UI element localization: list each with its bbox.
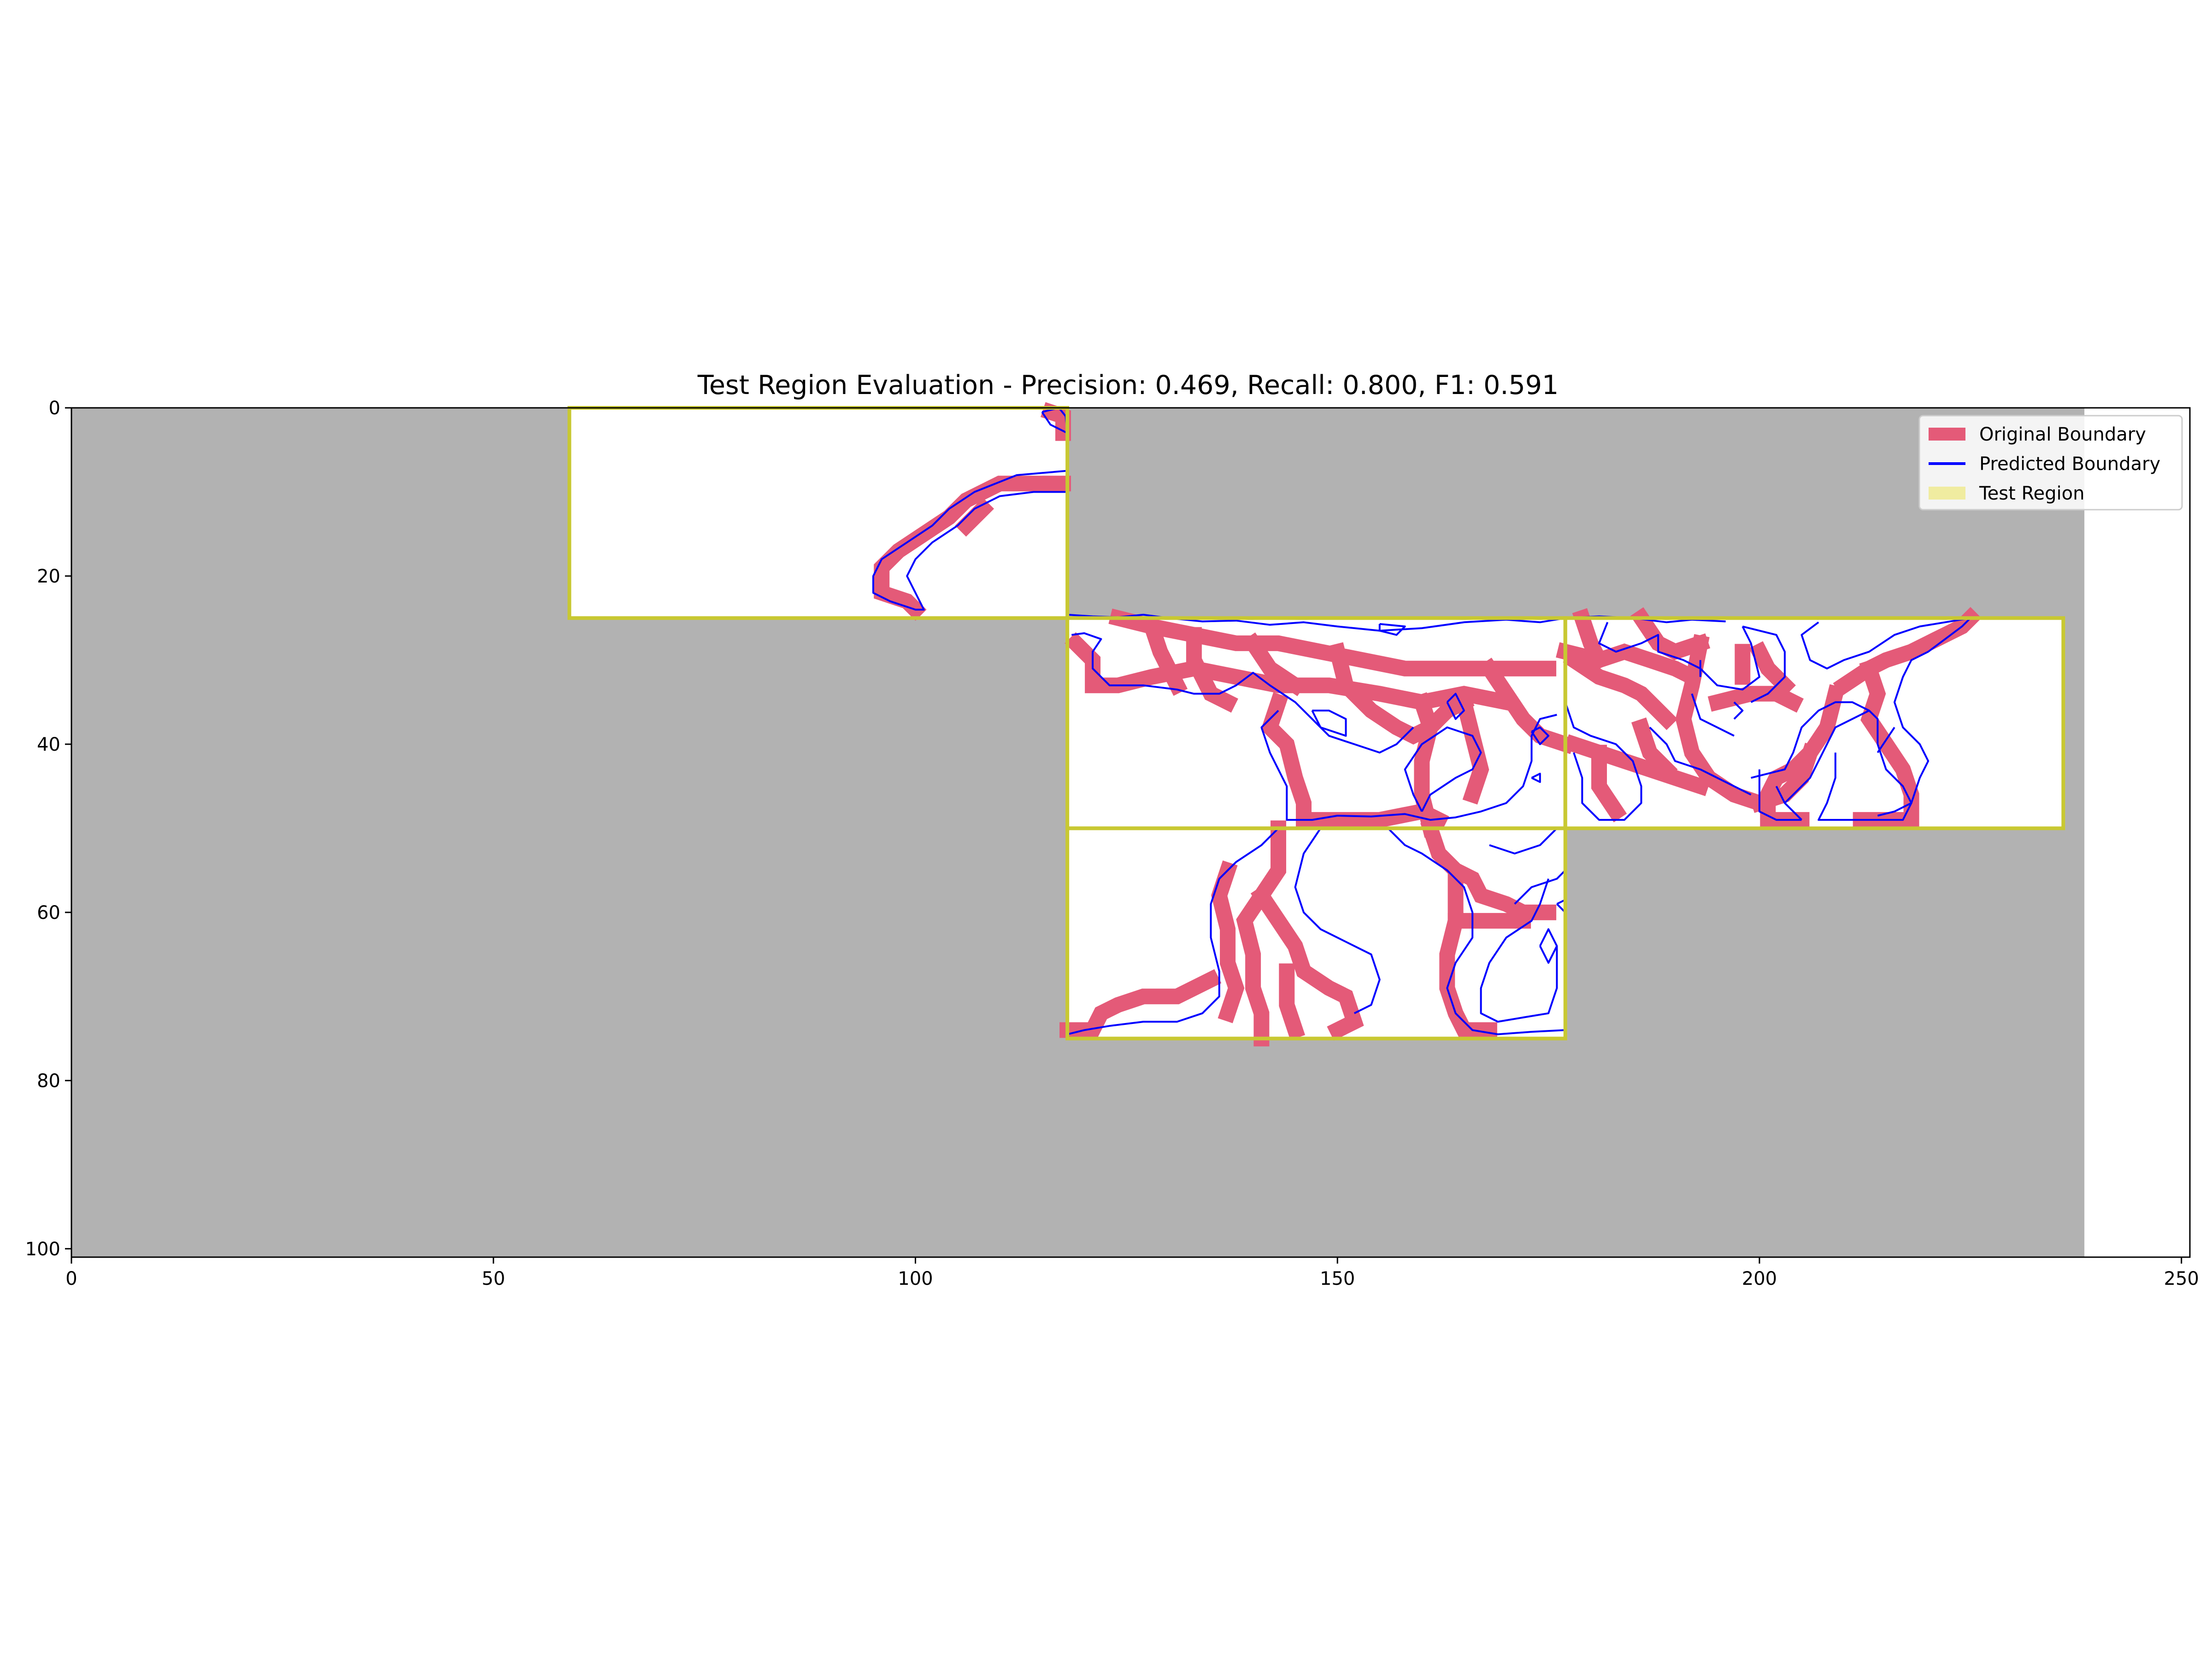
x-tick-label-50: 50: [482, 1268, 505, 1289]
x-tick-label-250: 250: [2164, 1268, 2199, 1289]
original-boundary-1: [1041, 402, 1071, 441]
test-region-outline-3: [1563, 616, 2065, 830]
predicted-boundary-7: [1294, 828, 1381, 1014]
test-region-fill-1: [569, 408, 1068, 618]
plot-area: [71, 402, 2085, 1257]
x-tick-label-200: 200: [1742, 1268, 1777, 1289]
original-boundary-21: [1059, 969, 1222, 1038]
predicted-boundary-11: [1514, 870, 1566, 905]
legend-swatch-1: [1929, 428, 1965, 441]
original-boundary-26: [1675, 634, 1770, 813]
original-boundary-23: [1563, 649, 1678, 730]
predicted-boundary-31: [1742, 625, 1786, 703]
predicted-boundary-30: [1775, 786, 1802, 821]
predicted-boundary-3: [1067, 613, 1566, 632]
original-boundary-8: [1242, 632, 1306, 696]
predicted-boundary-4: [1071, 632, 1414, 754]
original-boundary-34: [1631, 717, 1678, 781]
original-boundary-17: [1236, 820, 1286, 1047]
predicted-boundary-27: [1800, 617, 1971, 670]
predicted-boundary-8: [1387, 827, 1565, 1035]
legend: Original Boundary Predicted Boundary Test …: [1918, 415, 2183, 511]
original-boundary-9: [1261, 692, 1449, 830]
x-tick-label-150: 150: [1320, 1268, 1355, 1289]
test-region-outline-4: [1065, 826, 1567, 1041]
predicted-boundary-28: [1877, 617, 1971, 817]
y-tick-label-40: 40: [37, 734, 60, 755]
original-boundary-6: [1141, 616, 1188, 696]
predicted-boundary-2: [872, 470, 1066, 611]
original-boundary-5: [1108, 608, 1557, 677]
y-tick-label-60: 60: [37, 902, 60, 924]
predicted-boundary-24: [1691, 693, 1735, 737]
test-region-fill-4: [1067, 828, 1565, 1039]
x-tick-label-100: 100: [898, 1268, 933, 1289]
y-tick-label-100: 100: [25, 1239, 60, 1260]
legend-frame: [1918, 415, 2183, 511]
predicted-boundary-33: [1733, 701, 1744, 720]
original-boundary-19: [1250, 884, 1364, 1041]
original-boundary-33: [1591, 745, 1627, 823]
original-boundary-18: [1211, 860, 1245, 1024]
original-boundary-2: [874, 476, 1071, 621]
predicted-boundary-29: [1784, 710, 1870, 804]
original-boundary-14: [1420, 818, 1557, 920]
original-boundary-10: [1328, 642, 1475, 745]
original-boundary-24: [1572, 608, 1610, 671]
predicted-boundary-6: [1067, 827, 1279, 1035]
original-boundary-20: [1279, 963, 1306, 1040]
predicted-boundary-15: [1446, 693, 1465, 720]
predicted-boundary-23: [1649, 726, 1752, 796]
predicted-boundary-18: [1539, 928, 1558, 964]
legend-swatch-3: [1929, 487, 1965, 500]
y-tick-label-0: 0: [49, 398, 60, 419]
original-boundary-7: [1186, 627, 1238, 713]
chart-title: Test Region Evaluation - Precision: 0.46…: [697, 370, 1559, 400]
original-boundary-11: [1454, 693, 1489, 805]
predicted-boundary-21: [1598, 622, 1760, 691]
predicted-boundary-17: [1531, 772, 1541, 783]
predicted-boundary-5: [1260, 710, 1557, 821]
original-boundary-3: [955, 497, 994, 537]
legend-label-1: Original Boundary: [1979, 424, 2146, 445]
predicted-boundary-13: [1311, 709, 1347, 737]
predicted-boundary-25: [1751, 701, 1912, 821]
x-tick-label-0: 0: [65, 1268, 77, 1289]
original-boundary-35: [1749, 641, 1796, 697]
original-boundary-28: [1707, 686, 1804, 713]
y-tick-label-20: 20: [37, 566, 60, 587]
predicted-boundary-22: [1564, 702, 1642, 821]
predicted-boundary-12: [1480, 878, 1558, 1023]
axes: 0 50 100 150 200 250 0 20 40 60 80 100: [25, 398, 2199, 1289]
predicted-boundary-26: [1758, 769, 1802, 821]
predicted-boundary-14: [1378, 623, 1406, 636]
original-boundary-13: [1478, 658, 1576, 754]
predicted-boundary-9: [1404, 726, 1482, 812]
legend-label-2: Predicted Boundary: [1979, 453, 2160, 475]
axes-frame: [71, 407, 2191, 1258]
legend-label-3: Test Region: [1979, 483, 2084, 504]
predicted-boundary-32: [1877, 727, 1895, 753]
predicted-boundary-16: [1530, 726, 1550, 745]
original-boundary-25: [1630, 607, 1711, 660]
y-tick-label-80: 80: [37, 1071, 60, 1092]
predicted-boundary-10: [1489, 827, 1558, 855]
